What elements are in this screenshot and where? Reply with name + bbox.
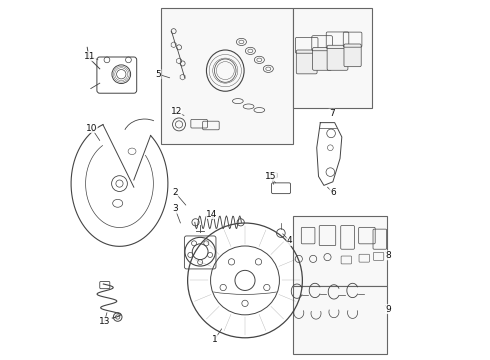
Text: 13: 13 bbox=[98, 317, 110, 326]
Text: 1: 1 bbox=[212, 335, 218, 344]
Text: 5: 5 bbox=[155, 70, 161, 79]
Text: 11: 11 bbox=[84, 52, 96, 61]
Text: 14: 14 bbox=[206, 210, 218, 219]
Text: 10: 10 bbox=[86, 123, 97, 132]
FancyBboxPatch shape bbox=[296, 50, 317, 74]
Text: 7: 7 bbox=[329, 109, 335, 118]
Text: 6: 6 bbox=[330, 188, 336, 197]
Text: 4: 4 bbox=[287, 237, 293, 246]
FancyBboxPatch shape bbox=[327, 45, 348, 70]
FancyBboxPatch shape bbox=[344, 44, 361, 67]
Text: 15: 15 bbox=[265, 172, 276, 181]
Bar bbox=[294, 8, 372, 108]
Text: 3: 3 bbox=[172, 204, 178, 213]
Text: 2: 2 bbox=[172, 188, 178, 197]
Bar bbox=[161, 8, 294, 144]
Text: 12: 12 bbox=[171, 107, 182, 116]
Text: 9: 9 bbox=[386, 305, 392, 314]
FancyBboxPatch shape bbox=[313, 48, 332, 70]
Text: 8: 8 bbox=[386, 251, 392, 260]
Bar bbox=[294, 216, 387, 286]
Bar bbox=[294, 286, 387, 354]
